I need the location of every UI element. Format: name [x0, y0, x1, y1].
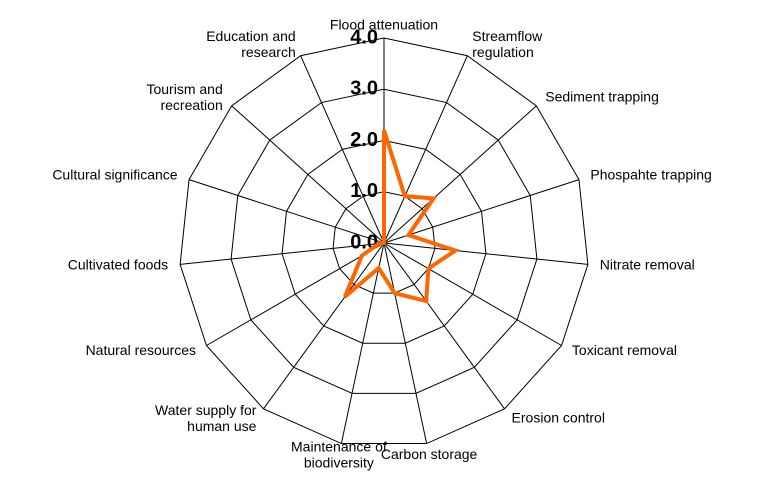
category-label: Erosion control: [512, 409, 605, 425]
grid-ring: [179, 37, 589, 445]
tick-label: 0.0: [350, 231, 378, 253]
category-label: Sediment trapping: [545, 89, 659, 105]
spoke: [383, 242, 428, 444]
spoke: [206, 242, 385, 346]
grid-ring: [332, 191, 436, 294]
tick-label: 4.0: [350, 26, 378, 48]
spoke: [383, 242, 562, 346]
tick-label: 2.0: [350, 129, 378, 151]
series-line: [342, 129, 460, 304]
spoke: [383, 105, 537, 244]
spoke: [300, 55, 385, 244]
category-label: Education and research: [206, 28, 296, 60]
category-label: Nitrate removal: [600, 256, 695, 272]
category-label: Carbon storage: [381, 446, 478, 462]
category-label: Flood attenuation: [330, 17, 438, 33]
tick-label: 1.0: [350, 180, 378, 202]
category-label: Tourism and recreation: [146, 81, 222, 113]
spoke: [180, 242, 385, 265]
category-label: Natural resources: [86, 342, 197, 358]
spoke: [383, 242, 588, 265]
category-label: Maintenance of biodiversity: [291, 438, 387, 470]
category-label: Cultivated foods: [68, 256, 168, 272]
spoke: [383, 179, 580, 244]
tick-label: 3.0: [350, 78, 378, 100]
spoke: [188, 179, 385, 244]
grid-ring: [230, 88, 538, 394]
grid-ring: [281, 139, 487, 344]
spoke: [383, 55, 468, 244]
category-label: Phospahte trapping: [590, 167, 711, 183]
spoke: [263, 242, 385, 410]
spoke: [383, 242, 505, 410]
category-label: Water supply for human use: [155, 402, 257, 434]
category-label: Streamflow regulation: [472, 28, 543, 60]
category-label: Cultural significance: [52, 167, 177, 183]
spoke: [340, 242, 385, 444]
spoke: [231, 105, 385, 244]
category-label: Toxicant removal: [572, 342, 677, 358]
